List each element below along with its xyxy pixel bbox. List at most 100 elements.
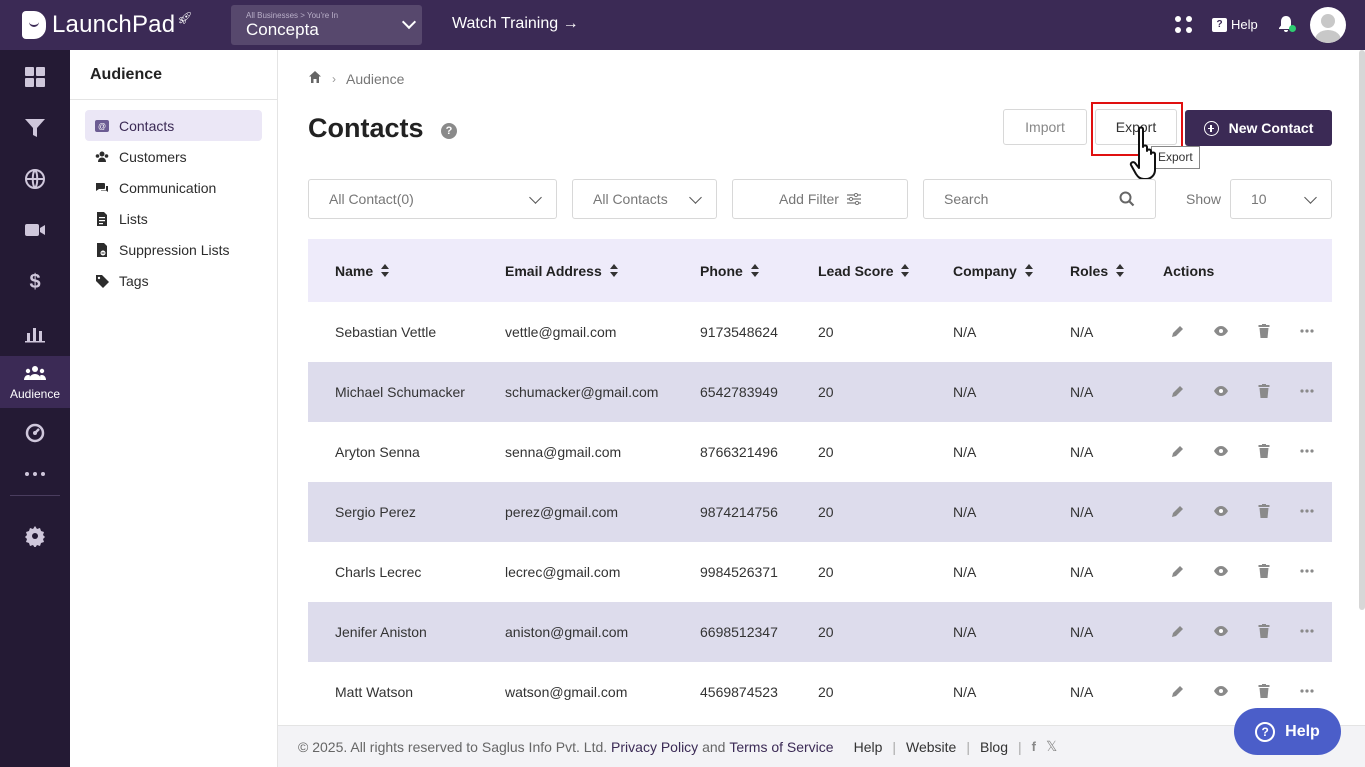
terms-of-service-link[interactable]: Terms of Service xyxy=(729,738,834,755)
business-selector[interactable]: All Businesses > You're In Concepta xyxy=(231,5,422,45)
column-header-lead-score[interactable]: Lead Score xyxy=(818,263,910,279)
search-field[interactable]: Search xyxy=(923,179,1156,219)
dashboard-icon[interactable] xyxy=(0,57,70,97)
globe-icon[interactable] xyxy=(0,159,70,199)
view-eye-icon[interactable] xyxy=(1214,504,1230,520)
sidebar-item-suppression-lists[interactable]: Suppression Lists xyxy=(85,234,262,265)
add-filter-button[interactable]: Add Filter xyxy=(732,179,908,219)
sort-icon[interactable] xyxy=(1024,263,1033,278)
question-icon[interactable]: ? xyxy=(441,123,457,139)
more-options-icon[interactable] xyxy=(1300,384,1316,400)
help-chat-button[interactable]: ? Help xyxy=(1234,708,1341,755)
view-eye-icon[interactable] xyxy=(1214,444,1230,460)
edit-icon[interactable] xyxy=(1171,684,1187,700)
column-header-phone[interactable]: Phone xyxy=(700,263,759,279)
more-options-icon[interactable] xyxy=(1300,624,1316,640)
privacy-policy-link[interactable]: Privacy Policy xyxy=(611,738,699,755)
notification-bell-icon[interactable] xyxy=(1278,15,1296,35)
delete-trash-icon[interactable] xyxy=(1257,324,1273,340)
export-button[interactable]: Export xyxy=(1095,109,1177,145)
footer-blog-link[interactable]: Blog xyxy=(979,738,1009,755)
more-options-icon[interactable] xyxy=(1300,564,1316,580)
edit-icon[interactable] xyxy=(1171,444,1187,460)
column-header-email[interactable]: Email Address xyxy=(505,263,618,279)
settings-icon[interactable] xyxy=(0,516,70,556)
scrollbar[interactable] xyxy=(1359,50,1365,610)
cell-name[interactable]: Sergio Perez xyxy=(335,504,416,520)
table-row[interactable]: Jenifer Aniston aniston@gmail.com 66985123… xyxy=(308,602,1332,662)
table-row[interactable]: Charls Lecrec lecrec@gmail.com 9984526371 2… xyxy=(308,542,1332,602)
edit-icon[interactable] xyxy=(1171,504,1187,520)
table-row[interactable]: Sergio Perez perez@gmail.com 9874214756 20 N… xyxy=(308,482,1332,542)
funnel-icon[interactable] xyxy=(0,108,70,148)
delete-trash-icon[interactable] xyxy=(1257,384,1273,400)
search-input[interactable]: Search xyxy=(944,191,989,207)
avatar[interactable] xyxy=(1310,7,1346,43)
column-header-roles[interactable]: Roles xyxy=(1070,263,1125,279)
x-twitter-icon[interactable]: 𝕏 xyxy=(1046,738,1058,754)
view-eye-icon[interactable] xyxy=(1214,564,1230,580)
audience-nav[interactable]: Audience xyxy=(0,356,70,408)
column-header-name[interactable]: Name xyxy=(335,263,390,279)
facebook-icon[interactable]: f xyxy=(1031,739,1036,754)
view-eye-icon[interactable] xyxy=(1214,384,1230,400)
help-link[interactable]: ? Help xyxy=(1212,17,1258,32)
cell-name[interactable]: Matt Watson xyxy=(335,684,414,700)
new-contact-button[interactable]: New Contact xyxy=(1185,110,1332,146)
table-row[interactable]: Michael Schumacker schumacker@gmail.com 65… xyxy=(308,362,1332,422)
cell-name[interactable]: Michael Schumacker xyxy=(335,384,465,400)
search-icon[interactable] xyxy=(1119,191,1135,207)
delete-trash-icon[interactable] xyxy=(1257,684,1273,700)
home-icon[interactable] xyxy=(308,70,322,87)
contact-type-dropdown[interactable]: All Contacts xyxy=(572,179,717,219)
delete-trash-icon[interactable] xyxy=(1257,444,1273,460)
sort-icon[interactable] xyxy=(609,263,618,278)
page-size-select[interactable]: 10 xyxy=(1230,179,1332,219)
import-button[interactable]: Import xyxy=(1003,109,1087,145)
edit-icon[interactable] xyxy=(1171,624,1187,640)
sidebar-item-tags[interactable]: Tags xyxy=(85,265,262,296)
more-options-icon[interactable] xyxy=(1300,444,1316,460)
sort-icon[interactable] xyxy=(381,263,390,278)
delete-trash-icon[interactable] xyxy=(1257,564,1273,580)
view-eye-icon[interactable] xyxy=(1214,624,1230,640)
automation-icon[interactable] xyxy=(0,413,70,453)
sidebar-item-customers[interactable]: Customers xyxy=(85,141,262,172)
apps-grid-icon[interactable] xyxy=(1175,16,1193,34)
watch-training-link[interactable]: Watch Training → xyxy=(452,15,579,32)
cell-name[interactable]: Jenifer Aniston xyxy=(335,624,427,640)
sidebar-item-communication[interactable]: Communication xyxy=(85,172,262,203)
logo[interactable]: LaunchPad 🚀︎ xyxy=(22,11,222,39)
sidebar-item-contacts[interactable]: @ Contacts xyxy=(85,110,262,141)
more-options-icon[interactable] xyxy=(1300,504,1316,520)
cell-name[interactable]: Sebastian Vettle xyxy=(335,324,437,340)
more-icon[interactable] xyxy=(0,454,70,494)
sort-icon[interactable] xyxy=(750,263,759,278)
table-row[interactable]: Sebastian Vettle vettle@gmail.com 91735486… xyxy=(308,302,1332,362)
chevron-down-icon xyxy=(1304,191,1317,204)
column-header-company[interactable]: Company xyxy=(953,263,1033,279)
contact-filter-dropdown[interactable]: All Contact(0) xyxy=(308,179,557,219)
edit-icon[interactable] xyxy=(1171,564,1187,580)
analytics-icon[interactable] xyxy=(0,312,70,352)
sidebar-item-lists[interactable]: Lists xyxy=(85,203,262,234)
view-eye-icon[interactable] xyxy=(1214,684,1230,700)
view-eye-icon[interactable] xyxy=(1214,324,1230,340)
help-label: Help xyxy=(1231,17,1258,32)
table-row[interactable]: Matt Watson watson@gmail.com 4569874523 20 N… xyxy=(308,662,1332,722)
footer-website-link[interactable]: Website xyxy=(906,738,957,755)
footer-help-link[interactable]: Help xyxy=(853,738,883,755)
cell-name[interactable]: Charls Lecrec xyxy=(335,564,422,580)
edit-icon[interactable] xyxy=(1171,384,1187,400)
edit-icon[interactable] xyxy=(1171,324,1187,340)
sort-icon[interactable] xyxy=(901,263,910,278)
video-icon[interactable] xyxy=(0,210,70,250)
more-options-icon[interactable] xyxy=(1300,324,1316,340)
cell-name[interactable]: Aryton Senna xyxy=(335,444,420,460)
table-row[interactable]: Aryton Senna senna@gmail.com 8766321496 20 N… xyxy=(308,422,1332,482)
sort-icon[interactable] xyxy=(1116,263,1125,278)
dollar-icon[interactable]: $ xyxy=(0,261,70,301)
delete-trash-icon[interactable] xyxy=(1257,624,1273,640)
more-options-icon[interactable] xyxy=(1300,684,1316,700)
delete-trash-icon[interactable] xyxy=(1257,504,1273,520)
